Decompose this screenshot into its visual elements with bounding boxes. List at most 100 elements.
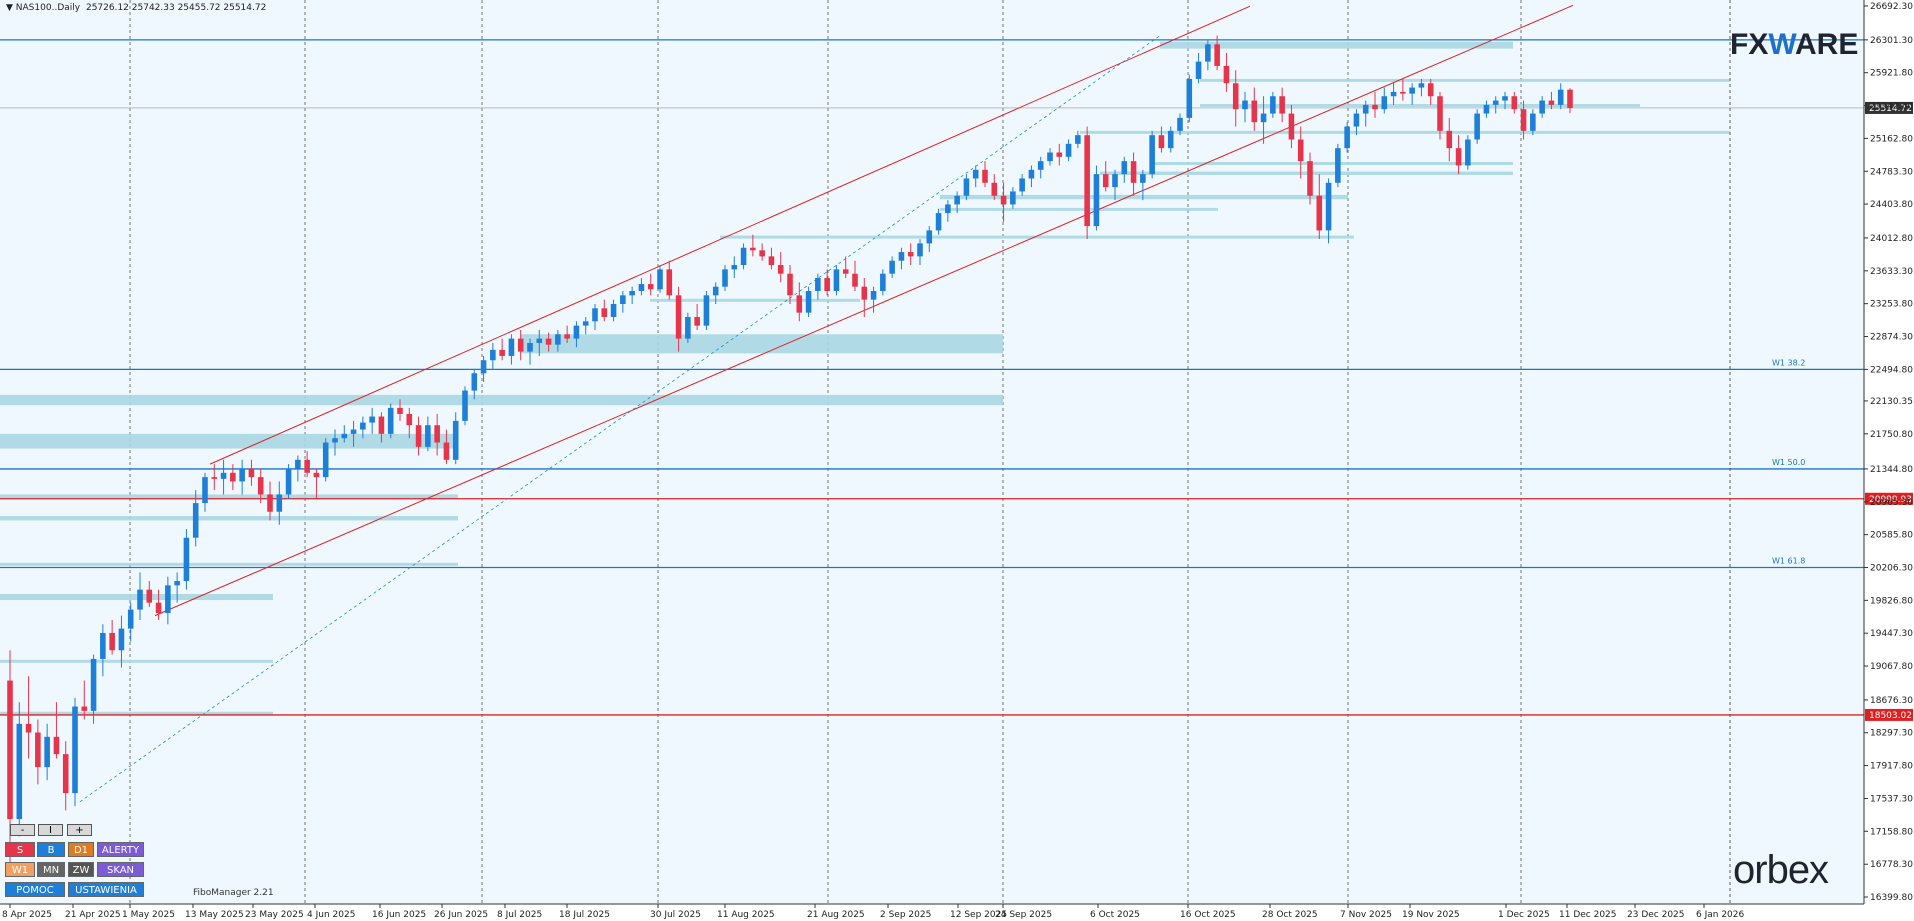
candle-body (397, 407, 403, 414)
candle-body (592, 308, 598, 322)
candle-body (1028, 169, 1035, 179)
candle-body (220, 472, 227, 479)
w1-button[interactable]: W1 (5, 862, 35, 877)
zone-rect (520, 334, 1003, 354)
candle-body (452, 420, 459, 460)
time-tick-label: 21 Aug 2025 (807, 910, 865, 920)
time-tick-label: 12 Sep 2025 (950, 910, 1007, 920)
zw-button[interactable]: ZW (68, 862, 94, 877)
candle-body (480, 360, 487, 374)
candle-body (1186, 78, 1193, 118)
price-label: 18503.02 (1869, 711, 1912, 721)
candle-body (332, 438, 338, 443)
time-tick-label: 16 Oct 2025 (1180, 910, 1236, 920)
zone-rect (1160, 41, 1513, 49)
alerty-button[interactable]: ALERTY (97, 842, 144, 857)
candle-body (963, 178, 970, 196)
price-label-box (1865, 708, 1913, 721)
candle-body (267, 494, 273, 512)
zone-rect (0, 433, 458, 449)
sell-button[interactable]: S (5, 842, 35, 857)
candle-body (508, 338, 515, 356)
channel-dotted-line (79, 35, 1161, 803)
candle-body (313, 472, 320, 478)
candle-body (499, 349, 505, 356)
level-label: W1 38.2 (1772, 358, 1805, 367)
fxware-logo: FXWARE (1730, 28, 1859, 61)
candle-body (1140, 174, 1146, 183)
candle-body (777, 265, 784, 274)
candle-body (675, 295, 682, 339)
candle-body (1437, 96, 1443, 131)
price-tick-label: 20206.30 (1870, 563, 1913, 573)
candle-body (917, 243, 923, 257)
grid-lines (129, 0, 1731, 904)
time-tick-label: 16 Jun 2025 (372, 910, 426, 920)
candle-body (1539, 100, 1545, 114)
candle-body (1242, 100, 1248, 110)
buy-button[interactable]: B (37, 842, 65, 857)
candle-body (1177, 117, 1183, 131)
candle-body (35, 732, 41, 768)
candle-body (1297, 139, 1304, 162)
candle-body (183, 537, 190, 582)
time-axis[interactable]: 8 Apr 2025 21 Apr 2025 1 May 2025 13 May 20… (0, 903, 1864, 920)
current-price-label: 25514.72 (1869, 104, 1912, 114)
candle-body (750, 247, 756, 251)
candle-body (165, 585, 171, 614)
candle-body (322, 442, 329, 478)
zoom-reset-button[interactable]: I (38, 824, 63, 836)
plot-area[interactable] (0, 0, 1864, 904)
mn-button[interactable]: MN (37, 862, 65, 877)
candle-body (1418, 83, 1425, 88)
candlesticks (7, 35, 1573, 863)
candle-body (202, 477, 208, 504)
candle-body (1205, 44, 1211, 62)
time-tick-label: 23 May 2025 (245, 910, 304, 920)
candle-body (239, 468, 245, 482)
level-label: W1 50.0 (1772, 458, 1805, 467)
candle-body (601, 308, 608, 317)
zone-rect (940, 194, 1348, 200)
candle-body (490, 349, 496, 361)
zoom-out-button[interactable]: - (10, 824, 35, 836)
zone-rect (0, 659, 273, 663)
candle-body (16, 723, 23, 820)
d1-button[interactable]: D1 (68, 842, 94, 857)
time-tick-label: 30 Jul 2025 (650, 910, 701, 920)
candle-body (982, 169, 988, 183)
candle-body (1130, 161, 1137, 183)
time-tick-label: 2 Sep 2025 (880, 910, 931, 920)
price-tick-label: 22494.80 (1870, 365, 1913, 375)
price-axis[interactable]: 26692.30 26301.30 25921.80 25542.30 25162.80… (1863, 0, 1913, 904)
candle-body (703, 295, 710, 326)
time-tick-label: 13 May 2025 (185, 910, 244, 920)
candle-body (1520, 109, 1527, 131)
header-arrow[interactable]: ▼ (6, 3, 13, 13)
candle-body (1084, 135, 1090, 227)
skan-button[interactable]: SKAN (97, 862, 144, 877)
ustawienia-button[interactable]: USTAWIENIA (68, 882, 144, 897)
candle-body (536, 338, 543, 343)
candle-body (462, 390, 468, 421)
candle-body (1102, 174, 1109, 188)
candle-body (1465, 139, 1471, 166)
candle-body (72, 706, 78, 794)
price-tick-label: 20585.80 (1870, 531, 1913, 541)
price-tick-label: 17917.80 (1870, 762, 1913, 772)
candle-body (1455, 148, 1462, 166)
candle-body (285, 468, 292, 495)
candle-body (545, 338, 552, 345)
price-tick-label: 21344.80 (1870, 465, 1913, 475)
price-tick-label: 18297.30 (1870, 729, 1913, 739)
candle-body (192, 503, 199, 538)
candle-body (1251, 100, 1258, 123)
candle-body (109, 632, 115, 651)
zoom-in-button[interactable]: + (67, 824, 92, 836)
candle-body (1409, 87, 1415, 94)
candle-body (1511, 96, 1518, 110)
pomoc-button[interactable]: POMOC (5, 882, 65, 897)
candle-body (898, 252, 905, 261)
candle-body (926, 230, 933, 244)
